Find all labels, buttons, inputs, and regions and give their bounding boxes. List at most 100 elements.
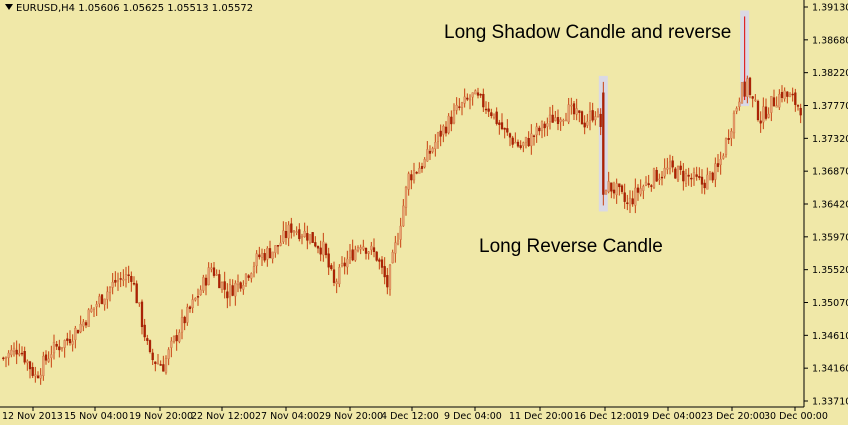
candle — [271, 251, 274, 264]
candle — [116, 272, 120, 291]
candle — [759, 111, 762, 133]
candle — [628, 190, 632, 213]
candle — [735, 106, 738, 115]
candle — [143, 318, 146, 342]
dropdown-triangle-icon[interactable] — [5, 4, 13, 10]
price-tick-label: 1.35520 — [812, 265, 848, 276]
candle — [730, 128, 733, 147]
candle-body — [10, 349, 13, 356]
candle — [778, 89, 781, 111]
candle-body — [743, 81, 746, 97]
candle-body — [351, 249, 354, 261]
candle-body — [492, 113, 496, 118]
candle-body — [764, 106, 768, 119]
candle-body — [324, 243, 328, 256]
candle-body — [287, 224, 290, 239]
candle-body — [338, 267, 341, 285]
candle-body — [103, 298, 106, 305]
candle — [47, 351, 50, 363]
candle — [538, 125, 541, 136]
candle-body — [127, 274, 130, 276]
candle-body — [340, 263, 344, 266]
price-tick-label: 1.33710 — [812, 397, 848, 408]
candle-body — [108, 287, 112, 293]
candle-body — [300, 236, 304, 238]
candle — [140, 299, 144, 335]
candle — [212, 261, 216, 278]
candle — [148, 339, 152, 354]
candle — [55, 340, 58, 350]
candle-body — [370, 245, 373, 251]
candle — [378, 257, 381, 270]
candle-body — [383, 266, 386, 278]
candle-body — [111, 282, 114, 288]
candle — [706, 167, 709, 190]
candle-body — [156, 362, 160, 365]
candle-body — [311, 232, 314, 243]
candle-body — [551, 114, 554, 123]
candle — [351, 239, 354, 262]
candle-body — [247, 275, 250, 278]
candle-body — [711, 172, 714, 181]
candle-body — [26, 360, 29, 364]
candle — [50, 345, 53, 368]
candle — [244, 273, 248, 287]
candle-body — [503, 127, 506, 130]
candle — [594, 111, 597, 126]
candle-body — [604, 190, 608, 195]
candle-body — [479, 94, 482, 96]
candle-body — [410, 174, 413, 181]
candle — [436, 131, 440, 149]
candle — [196, 288, 200, 306]
candle-body — [530, 133, 533, 147]
candle — [231, 279, 234, 297]
candle-body — [516, 141, 520, 147]
candle — [402, 199, 405, 227]
candle-body — [772, 97, 776, 107]
candle-body — [639, 188, 642, 195]
candle-body — [796, 105, 800, 107]
candle-body — [308, 234, 312, 243]
candle-body — [162, 364, 165, 372]
candle — [639, 179, 642, 197]
candle-body — [676, 166, 680, 181]
candle — [794, 88, 797, 112]
candle-body — [468, 98, 472, 101]
candle — [90, 304, 93, 313]
candle-body — [282, 230, 285, 242]
candle — [620, 184, 624, 195]
candle — [204, 274, 208, 296]
candle — [751, 95, 754, 108]
candle — [463, 88, 466, 108]
candle-body — [730, 131, 733, 139]
candle-body — [394, 242, 397, 254]
candle-body — [780, 92, 784, 98]
candle — [682, 163, 685, 191]
candle — [362, 239, 365, 251]
candle-body — [50, 354, 53, 358]
candle — [516, 139, 520, 148]
candle-body — [295, 231, 298, 233]
candle-body — [660, 176, 664, 179]
candle-body — [268, 248, 272, 259]
candle-body — [132, 282, 136, 285]
candle — [450, 110, 453, 132]
candle-body — [663, 168, 666, 177]
candle — [471, 92, 474, 106]
candle-body — [292, 230, 296, 233]
candle-body — [122, 278, 125, 281]
candle-body — [450, 116, 453, 125]
candle-body — [610, 182, 613, 192]
candle — [692, 167, 696, 186]
candle — [308, 234, 312, 245]
candle-body — [628, 197, 632, 206]
candle — [791, 87, 794, 102]
candle — [578, 110, 581, 123]
candle — [207, 262, 210, 286]
candle-body — [418, 168, 421, 174]
candle-body — [612, 189, 616, 194]
candle-body — [12, 347, 16, 352]
candle — [580, 110, 584, 125]
candle-body — [364, 248, 368, 254]
